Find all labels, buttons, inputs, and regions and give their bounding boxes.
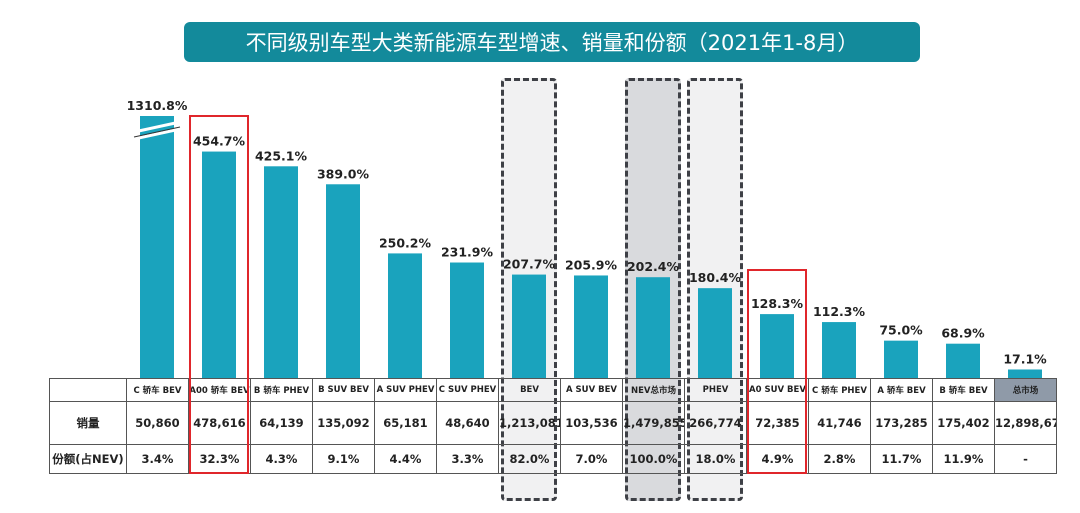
bar-value-label-8: 202.4%	[627, 259, 680, 274]
category-row: C 轿车 BEV A00 轿车 BEV B 轿车 PHEV B SUV BEV A SU…	[49, 378, 1057, 402]
category-cell-11: C 轿车 PHEV	[808, 378, 871, 402]
share-cell-8: 100.0%	[622, 444, 685, 474]
bar-2	[264, 166, 298, 378]
bar-value-label-1: 454.7%	[193, 134, 246, 149]
bar-4	[388, 253, 422, 378]
bar-1	[202, 151, 236, 378]
bar-3	[326, 184, 360, 378]
table-corner-cell	[49, 378, 127, 402]
sales-cell-11: 41,746	[808, 401, 871, 445]
sales-cell-12: 173,285	[870, 401, 933, 445]
share-cell-6: 82.0%	[498, 444, 561, 474]
chart-title: 不同级别车型大类新能源车型增速、销量和份额（2021年1-8月）	[184, 22, 920, 62]
sales-cell-9: 266,774	[684, 401, 747, 445]
data-table: C 轿车 BEV A00 轿车 BEV B 轿车 PHEV B SUV BEV A SU…	[49, 378, 1057, 474]
share-cell-14: -	[994, 444, 1057, 474]
sales-cell-3: 135,092	[312, 401, 375, 445]
bar-value-label-0: 1310.8%	[127, 98, 188, 113]
bar-value-label-12: 75.0%	[879, 323, 923, 338]
bar-value-label-7: 205.9%	[565, 257, 618, 272]
bar-value-label-11: 112.3%	[813, 304, 866, 319]
bar-value-label-4: 250.2%	[379, 235, 432, 250]
sales-cell-8: 1,479,855	[622, 401, 685, 445]
share-cell-13: 11.9%	[932, 444, 995, 474]
category-cell-14: 总市场	[994, 378, 1057, 402]
bar-10	[760, 314, 794, 378]
sales-cell-6: 1,213,081	[498, 401, 561, 445]
sales-row: 销量 50,860 478,616 64,139 135,092 65,181 48,640…	[49, 401, 1057, 445]
sales-cell-0: 50,860	[126, 401, 189, 445]
category-cell-6: BEV	[498, 378, 561, 402]
sales-cell-13: 175,402	[932, 401, 995, 445]
axis-break-mark	[133, 120, 181, 134]
category-cell-2: B 轿车 PHEV	[250, 378, 313, 402]
category-cell-4: A SUV PHEV	[374, 378, 437, 402]
bar-13	[946, 343, 980, 378]
bar-value-label-3: 389.0%	[317, 166, 370, 181]
axis-break-mark	[133, 127, 181, 141]
bar-12	[884, 340, 918, 378]
share-cell-11: 2.8%	[808, 444, 871, 474]
sales-cell-14: 12,898,675	[994, 401, 1057, 445]
bar-11	[822, 322, 856, 378]
category-cell-0: C 轿车 BEV	[126, 378, 189, 402]
bar-value-label-14: 17.1%	[1003, 351, 1047, 366]
share-cell-5: 3.3%	[436, 444, 499, 474]
share-cell-7: 7.0%	[560, 444, 623, 474]
share-cell-3: 9.1%	[312, 444, 375, 474]
sales-cell-7: 103,536	[560, 401, 623, 445]
category-cell-8: NEV总市场	[622, 378, 685, 402]
bar-0	[140, 116, 174, 378]
sales-cell-4: 65,181	[374, 401, 437, 445]
bar-9	[698, 288, 732, 378]
category-cell-3: B SUV BEV	[312, 378, 375, 402]
category-cell-9: PHEV	[684, 378, 747, 402]
share-cell-1: 32.3%	[188, 444, 251, 474]
red-highlight-box-1	[189, 115, 249, 474]
bar-8	[636, 277, 670, 378]
bar-14	[1008, 369, 1042, 378]
bar-value-label-9: 180.4%	[689, 270, 742, 285]
share-row-label: 份额(占NEV)	[49, 444, 127, 474]
sales-cell-2: 64,139	[250, 401, 313, 445]
share-cell-0: 3.4%	[126, 444, 189, 474]
bar-value-label-5: 231.9%	[441, 245, 494, 260]
share-cell-4: 4.4%	[374, 444, 437, 474]
bar-6	[512, 274, 546, 378]
bar-value-label-10: 128.3%	[751, 296, 804, 311]
bar-value-label-2: 425.1%	[255, 148, 308, 163]
bar-value-label-6: 207.7%	[503, 257, 556, 272]
category-cell-7: A SUV BEV	[560, 378, 623, 402]
sales-row-label: 销量	[49, 401, 127, 445]
sales-cell-1: 478,616	[188, 401, 251, 445]
sales-cell-5: 48,640	[436, 401, 499, 445]
category-cell-13: B 轿车 BEV	[932, 378, 995, 402]
bar-value-label-13: 68.9%	[941, 326, 985, 341]
bar-chart: 1310.8% 454.7% 425.1% 389.0% 250.2% 231.9% 207…	[127, 98, 1047, 378]
category-cell-12: A 轿车 BEV	[870, 378, 933, 402]
share-row: 份额(占NEV) 3.4% 32.3% 4.3% 9.1% 4.4% 3.3% 82.0% 7.…	[49, 444, 1057, 474]
share-cell-2: 4.3%	[250, 444, 313, 474]
red-highlight-box-10	[747, 269, 807, 474]
share-cell-12: 11.7%	[870, 444, 933, 474]
axis-break-line	[133, 126, 181, 138]
bar-5	[450, 262, 484, 378]
bar-7	[574, 275, 608, 378]
share-cell-9: 18.0%	[684, 444, 747, 474]
category-cell-5: C SUV PHEV	[436, 378, 499, 402]
